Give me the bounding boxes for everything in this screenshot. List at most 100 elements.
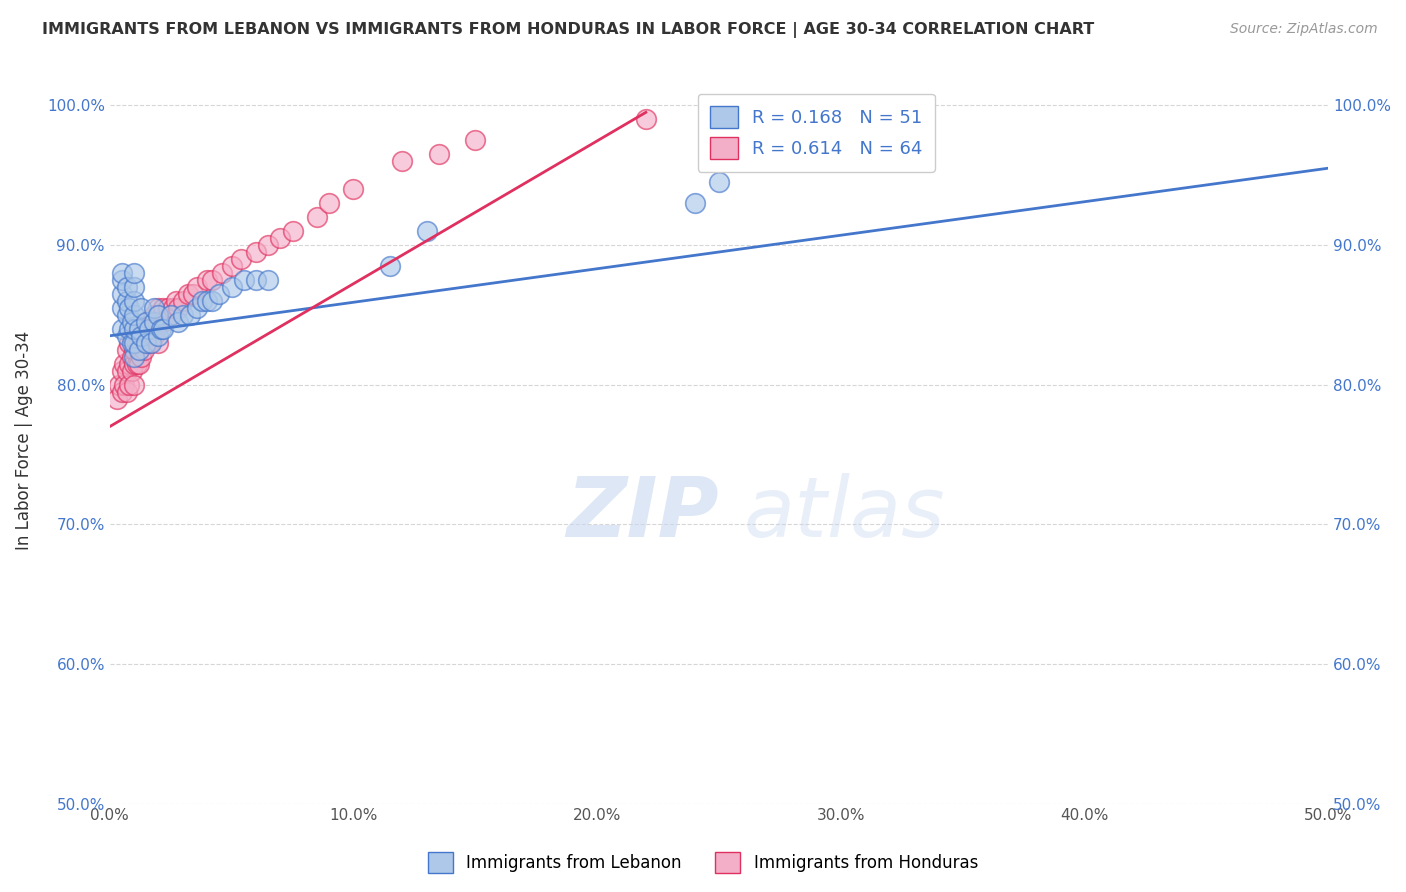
- Point: [167, 301, 190, 315]
- Point: [122, 266, 145, 280]
- Point: [145, 322, 167, 336]
- Point: [121, 328, 143, 343]
- Point: [122, 322, 145, 336]
- Point: [118, 377, 141, 392]
- Point: [122, 357, 145, 371]
- Point: [111, 266, 134, 280]
- Point: [135, 335, 157, 350]
- Point: [165, 293, 187, 308]
- Point: [142, 308, 165, 322]
- Point: [128, 357, 150, 371]
- Point: [122, 377, 145, 392]
- Point: [128, 322, 150, 336]
- Point: [634, 112, 657, 127]
- Point: [159, 308, 181, 322]
- Point: [132, 343, 155, 357]
- Text: IMMIGRANTS FROM LEBANON VS IMMIGRANTS FROM HONDURAS IN LABOR FORCE | AGE 30-34 C: IMMIGRANTS FROM LEBANON VS IMMIGRANTS FR…: [42, 22, 1094, 38]
- Point: [135, 315, 157, 329]
- Point: [135, 335, 157, 350]
- Point: [118, 322, 141, 336]
- Point: [131, 301, 153, 315]
- Point: [115, 280, 138, 294]
- Point: [269, 231, 291, 245]
- Point: [122, 322, 145, 336]
- Point: [162, 301, 184, 315]
- Point: [148, 308, 170, 322]
- Point: [179, 308, 201, 322]
- Point: [172, 308, 194, 322]
- Point: [152, 315, 174, 329]
- Point: [683, 196, 706, 211]
- Text: ZIP: ZIP: [567, 473, 718, 554]
- Text: Source: ZipAtlas.com: Source: ZipAtlas.com: [1230, 22, 1378, 37]
- Point: [111, 384, 134, 399]
- Point: [111, 286, 134, 301]
- Point: [122, 308, 145, 322]
- Point: [122, 350, 145, 364]
- Point: [121, 350, 143, 364]
- Point: [115, 308, 138, 322]
- Point: [122, 293, 145, 308]
- Point: [112, 357, 135, 371]
- Point: [152, 322, 174, 336]
- Point: [318, 196, 340, 211]
- Point: [211, 266, 233, 280]
- Point: [128, 335, 150, 350]
- Point: [122, 280, 145, 294]
- Point: [141, 335, 163, 350]
- Point: [195, 293, 218, 308]
- Point: [159, 308, 181, 322]
- Legend: Immigrants from Lebanon, Immigrants from Honduras: Immigrants from Lebanon, Immigrants from…: [422, 846, 984, 880]
- Y-axis label: In Labor Force | Age 30-34: In Labor Force | Age 30-34: [15, 331, 32, 550]
- Point: [131, 328, 153, 343]
- Point: [111, 364, 134, 378]
- Point: [128, 343, 150, 357]
- Point: [105, 392, 128, 406]
- Point: [342, 182, 364, 196]
- Point: [142, 301, 165, 315]
- Point: [148, 301, 170, 315]
- Point: [108, 377, 131, 392]
- Point: [415, 224, 437, 238]
- Point: [221, 259, 243, 273]
- Point: [121, 315, 143, 329]
- Point: [118, 301, 141, 315]
- Point: [281, 224, 304, 238]
- Point: [191, 293, 214, 308]
- Point: [231, 252, 253, 266]
- Point: [378, 259, 401, 273]
- Point: [115, 364, 138, 378]
- Point: [427, 147, 450, 161]
- Point: [148, 315, 170, 329]
- Point: [115, 328, 138, 343]
- Point: [121, 364, 143, 378]
- Point: [257, 273, 280, 287]
- Point: [232, 273, 254, 287]
- Point: [195, 273, 218, 287]
- Point: [149, 322, 172, 336]
- Point: [201, 273, 224, 287]
- Point: [125, 357, 148, 371]
- Point: [142, 315, 165, 329]
- Point: [707, 175, 730, 189]
- Point: [177, 286, 200, 301]
- Point: [138, 322, 160, 336]
- Point: [118, 357, 141, 371]
- Point: [118, 335, 141, 350]
- Point: [112, 377, 135, 392]
- Point: [257, 238, 280, 252]
- Point: [148, 335, 170, 350]
- Point: [115, 293, 138, 308]
- Point: [122, 335, 145, 350]
- Point: [115, 384, 138, 399]
- Point: [391, 154, 413, 169]
- Point: [181, 286, 204, 301]
- Point: [245, 245, 267, 260]
- Point: [138, 315, 160, 329]
- Point: [245, 273, 267, 287]
- Text: atlas: atlas: [744, 473, 945, 554]
- Point: [131, 328, 153, 343]
- Point: [135, 315, 157, 329]
- Point: [115, 343, 138, 357]
- Point: [111, 301, 134, 315]
